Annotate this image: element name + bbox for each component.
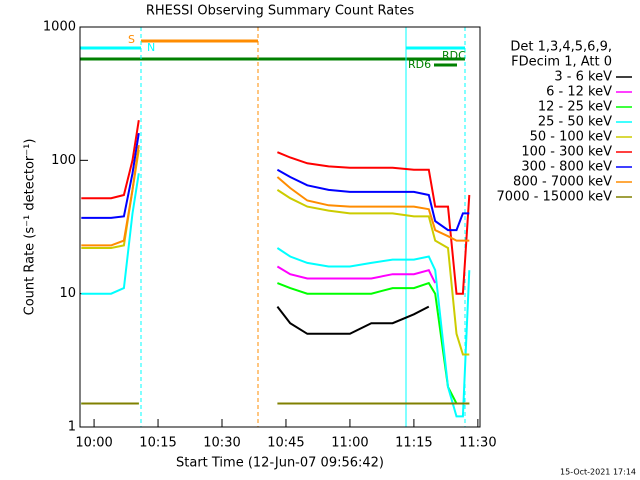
y-axis-label: Count Rate (s⁻¹ detector⁻¹) [23,139,38,316]
legend-title: FDecim 1, Att 0 [511,55,612,70]
annotation: RDC [442,49,466,62]
series-line [276,265,437,284]
legend-label: 12 - 25 keV [538,100,612,115]
chart-title: RHESSI Observing Summary Count Rates [146,4,415,19]
legend-label: 7000 - 15000 keV [497,190,613,205]
x-tick-label: 10:45 [267,436,304,451]
x-tick-label: 10:00 [75,436,112,451]
x-axis-label: Start Time (12-Jun-07 09:56:42) [176,456,384,471]
y-tick-label: 1000 [43,20,76,35]
annotation: RD6 [408,58,431,71]
y-tick-label: 1 [68,420,76,435]
series-line [81,132,470,232]
series-line [81,173,471,418]
y-tick-label: 10 [59,286,76,301]
x-tick-label: 10:30 [203,436,240,451]
legend-label: 50 - 100 keV [530,130,613,145]
x-tick-label: 11:30 [459,436,496,451]
legend-label: 800 - 7000 keV [513,175,612,190]
legend-label: 300 - 800 keV [521,160,612,175]
plot-frame [79,26,481,428]
x-tick-label: 10:15 [139,436,176,451]
series-line [81,144,470,247]
series-line [81,120,471,295]
legend-label: 6 - 12 keV [546,85,612,100]
annotation: N [147,41,155,54]
legend-label: 25 - 50 keV [538,115,612,130]
annotation: S [128,33,135,46]
legend-label: 3 - 6 keV [554,70,612,85]
series-line [276,305,430,335]
legend-title: Det 1,3,4,5,6,9, [510,40,612,55]
x-tick-label: 11:15 [395,436,432,451]
legend-label: 100 - 300 keV [521,145,612,160]
x-tick-label: 11:00 [331,436,368,451]
footer: 15-Oct-2021 17:14 [560,468,636,477]
y-tick-label: 100 [51,153,76,168]
